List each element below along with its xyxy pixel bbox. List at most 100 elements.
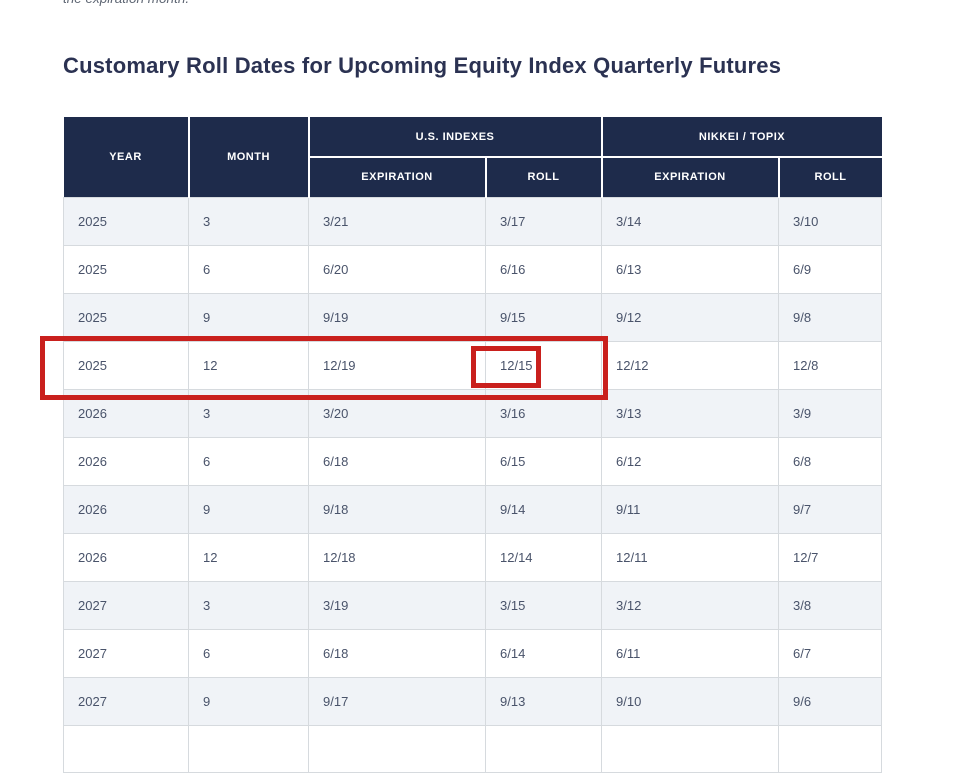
us-expiration-cell xyxy=(308,724,486,773)
year-cell xyxy=(63,724,189,773)
nikkei-roll-cell: 9/7 xyxy=(777,484,883,534)
nikkei-roll-cell: 9/8 xyxy=(777,292,883,342)
column-header-nikkei-roll: ROLL xyxy=(777,156,882,197)
year-cell: 2026 xyxy=(63,388,189,438)
column-header-us-expiration: EXPIRATION xyxy=(307,156,486,197)
table-row: 2027 9 9/17 9/13 9/10 9/6 xyxy=(63,676,883,726)
us-roll-cell: 9/15 xyxy=(485,292,602,342)
nikkei-roll-cell xyxy=(777,724,883,773)
header-group-row: YEAR MONTH U.S. INDEXES NIKKEI / TOPIX xyxy=(63,117,882,197)
us-expiration-cell: 3/20 xyxy=(308,388,486,438)
month-cell: 12 xyxy=(188,532,309,582)
page-title: Customary Roll Dates for Upcoming Equity… xyxy=(63,53,782,78)
nikkei-expiration-cell: 12/11 xyxy=(601,532,779,582)
roll-dates-table: YEAR MONTH U.S. INDEXES NIKKEI / TOPIX E… xyxy=(63,117,883,773)
us-roll-cell: 9/14 xyxy=(485,484,602,534)
table-row: 2026 12 12/18 12/14 12/11 12/7 xyxy=(63,532,883,582)
nikkei-roll-cell: 12/7 xyxy=(777,532,883,582)
year-cell: 2026 xyxy=(63,532,189,582)
column-group-us-indexes: U.S. INDEXES xyxy=(307,117,602,157)
us-roll-cell xyxy=(485,724,602,773)
column-header-us-roll: ROLL xyxy=(484,156,602,197)
month-cell: 12 xyxy=(188,340,309,390)
table-row: 2026 9 9/18 9/14 9/11 9/7 xyxy=(63,484,883,534)
cutoff-paragraph-text: the expiration month. xyxy=(63,0,189,6)
us-roll-cell: 3/16 xyxy=(485,388,602,438)
nikkei-expiration-cell: 3/13 xyxy=(601,388,779,438)
month-cell: 9 xyxy=(188,292,309,342)
us-roll-cell: 6/16 xyxy=(485,244,602,294)
page: the expiration month. Customary Roll Dat… xyxy=(40,0,883,773)
table-row: 2025 6 6/20 6/16 6/13 6/9 xyxy=(63,244,883,294)
us-roll-cell: 9/13 xyxy=(485,676,602,726)
column-header-year: YEAR xyxy=(63,117,189,197)
us-roll-cell: 3/17 xyxy=(485,196,602,246)
us-roll-cell: 12/14 xyxy=(485,532,602,582)
table-body: 2025 3 3/21 3/17 3/14 3/10 2025 6 6/20 6… xyxy=(63,196,883,773)
table-row: 2027 3 3/19 3/15 3/12 3/8 xyxy=(63,580,883,630)
month-cell: 6 xyxy=(188,628,309,678)
table-row: 2026 6 6/18 6/15 6/12 6/8 xyxy=(63,436,883,486)
nikkei-expiration-cell: 9/10 xyxy=(601,676,779,726)
month-cell: 3 xyxy=(188,580,309,630)
nikkei-roll-cell: 9/6 xyxy=(777,676,883,726)
us-expiration-cell: 9/18 xyxy=(308,484,486,534)
nikkei-expiration-cell: 12/12 xyxy=(601,340,779,390)
nikkei-expiration-cell: 6/11 xyxy=(601,628,779,678)
column-header-month: MONTH xyxy=(187,117,309,197)
us-expiration-cell: 9/19 xyxy=(308,292,486,342)
table-row: 2026 3 3/20 3/16 3/13 3/9 xyxy=(63,388,883,438)
us-expiration-cell: 6/18 xyxy=(308,436,486,486)
nikkei-expiration-cell: 6/13 xyxy=(601,244,779,294)
nikkei-roll-cell: 3/9 xyxy=(777,388,883,438)
table-row: 2025 9 9/19 9/15 9/12 9/8 xyxy=(63,292,883,342)
year-cell: 2027 xyxy=(63,628,189,678)
month-cell: 3 xyxy=(188,196,309,246)
us-expiration-cell: 3/19 xyxy=(308,580,486,630)
table-row: 2025 12 12/19 12/15 12/12 12/8 xyxy=(63,340,883,390)
header-sub-row: EXPIRATION ROLL EXPIRATION ROLL xyxy=(64,156,882,197)
table-header: YEAR MONTH U.S. INDEXES NIKKEI / TOPIX E… xyxy=(63,117,882,197)
nikkei-roll-cell: 12/8 xyxy=(777,340,883,390)
year-cell: 2025 xyxy=(63,340,189,390)
year-cell: 2026 xyxy=(63,436,189,486)
nikkei-roll-cell: 3/8 xyxy=(777,580,883,630)
year-cell: 2027 xyxy=(63,580,189,630)
month-cell: 6 xyxy=(188,436,309,486)
month-cell xyxy=(188,724,309,773)
year-cell: 2025 xyxy=(63,244,189,294)
year-cell: 2025 xyxy=(63,292,189,342)
table-row-partial xyxy=(63,724,883,773)
month-cell: 9 xyxy=(188,676,309,726)
nikkei-expiration-cell: 3/12 xyxy=(601,580,779,630)
us-roll-cell: 6/14 xyxy=(485,628,602,678)
column-header-nikkei-expiration: EXPIRATION xyxy=(600,156,779,197)
us-expiration-cell: 3/21 xyxy=(308,196,486,246)
us-expiration-cell: 12/19 xyxy=(308,340,486,390)
nikkei-roll-cell: 6/7 xyxy=(777,628,883,678)
us-roll-cell: 3/15 xyxy=(485,580,602,630)
us-expiration-cell: 6/18 xyxy=(308,628,486,678)
table-row: 2027 6 6/18 6/14 6/11 6/7 xyxy=(63,628,883,678)
us-expiration-cell: 9/17 xyxy=(308,676,486,726)
us-expiration-cell: 6/20 xyxy=(308,244,486,294)
nikkei-expiration-cell xyxy=(601,724,779,773)
nikkei-expiration-cell: 6/12 xyxy=(601,436,779,486)
nikkei-roll-cell: 3/10 xyxy=(777,196,883,246)
us-expiration-cell: 12/18 xyxy=(308,532,486,582)
table-row: 2025 3 3/21 3/17 3/14 3/10 xyxy=(63,196,883,246)
us-roll-cell: 12/15 xyxy=(485,340,602,390)
year-cell: 2025 xyxy=(63,196,189,246)
roll-dates-table-wrap: YEAR MONTH U.S. INDEXES NIKKEI / TOPIX E… xyxy=(63,117,883,773)
nikkei-roll-cell: 6/8 xyxy=(777,436,883,486)
month-cell: 6 xyxy=(188,244,309,294)
nikkei-expiration-cell: 9/12 xyxy=(601,292,779,342)
year-cell: 2026 xyxy=(63,484,189,534)
nikkei-expiration-cell: 3/14 xyxy=(601,196,779,246)
column-group-nikkei-topix: NIKKEI / TOPIX xyxy=(600,117,882,157)
nikkei-roll-cell: 6/9 xyxy=(777,244,883,294)
year-cell: 2027 xyxy=(63,676,189,726)
month-cell: 9 xyxy=(188,484,309,534)
us-roll-cell: 6/15 xyxy=(485,436,602,486)
month-cell: 3 xyxy=(188,388,309,438)
